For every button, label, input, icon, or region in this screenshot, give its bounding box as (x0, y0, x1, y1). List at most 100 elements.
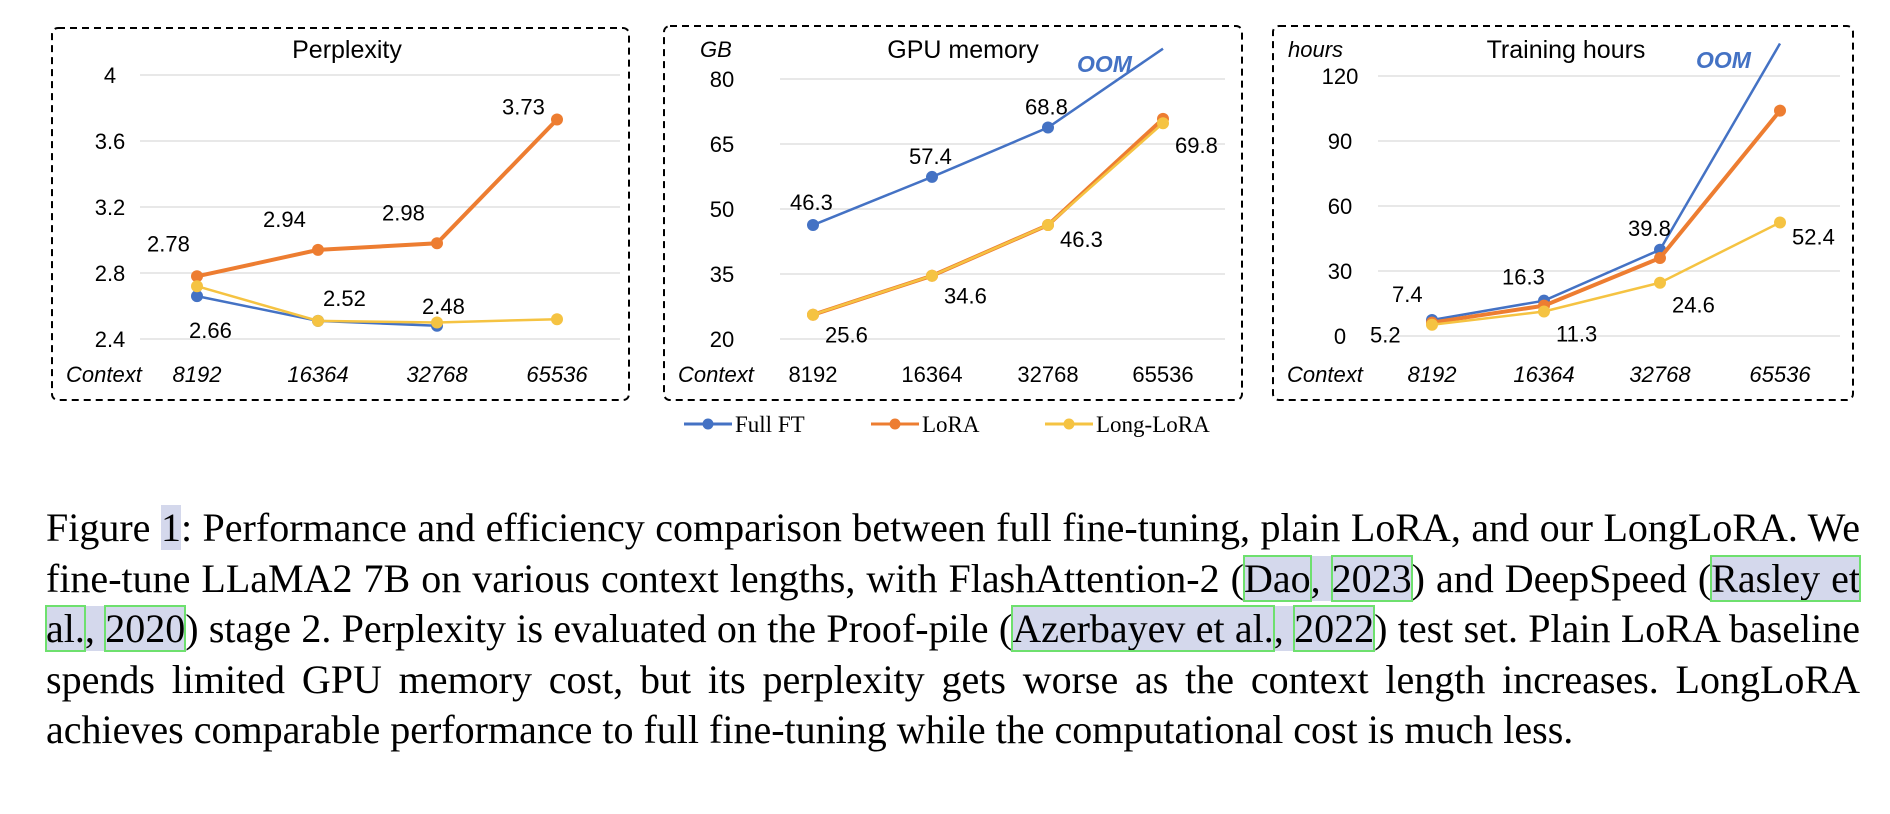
data-label: 2.52 (323, 286, 366, 311)
x-tick-label: 65536 (1749, 362, 1811, 387)
data-label: 24.6 (1672, 293, 1715, 318)
data-label: 46.3 (790, 190, 833, 215)
y-tick-label: 3.6 (95, 129, 126, 154)
data-label: 7.4 (1392, 282, 1423, 307)
oom-annotation: OOM (1077, 51, 1133, 77)
y-tick-label: 4 (104, 63, 116, 88)
data-point (1157, 117, 1169, 130)
citation-azerbayev-year[interactable]: 2022 (1293, 605, 1376, 652)
data-label: 68.8 (1025, 95, 1068, 120)
caption-label: Figure (46, 505, 161, 550)
chart-panel-1: 2.4 2.8 3.2 3.6 4 Perplexity Context 8192 16364 3… (51, 27, 630, 401)
chart-panel-3: 0 30 60 90 120 Training hours hours Context 8192… (1272, 25, 1854, 401)
data-point (1426, 318, 1438, 331)
data-point (1538, 305, 1550, 318)
data-label: 2.66 (189, 318, 232, 343)
series-line (812, 47, 1164, 227)
data-label: 3.73 (502, 95, 545, 120)
caption-text-4: ) test set. Plain LoRA baseline spends l… (46, 606, 1860, 752)
series-line (812, 122, 1164, 316)
y-unit-label: hours (1288, 37, 1343, 62)
data-label: 34.6 (944, 284, 987, 309)
x-tick-label: 8192 (789, 362, 838, 387)
legend-marker (702, 418, 714, 430)
y-tick-label: 2.4 (95, 327, 126, 352)
series-line (812, 117, 1165, 317)
x-tick-label: 16364 (1513, 362, 1574, 387)
data-label: 52.4 (1792, 224, 1835, 249)
y-unit-label: GB (700, 37, 732, 62)
x-tick-label: 65536 (526, 362, 588, 387)
chart-title: Perplexity (292, 36, 402, 64)
y-tick-label: 90 (1328, 129, 1352, 154)
y-tick-label: 50 (710, 197, 734, 222)
data-point (551, 313, 563, 326)
x-tick-label: 32768 (1017, 362, 1078, 387)
series-line (196, 118, 559, 279)
legend-item: Long-LoRA (1045, 412, 1210, 437)
chart-title: Training hours (1487, 36, 1646, 64)
data-label: 46.3 (1060, 227, 1103, 252)
data-point (551, 113, 563, 126)
data-point (431, 316, 443, 329)
legend-label: Full FT (735, 412, 805, 437)
data-label: 2.48 (422, 294, 465, 319)
y-tick-label: 30 (1328, 259, 1352, 284)
data-label: 2.78 (147, 231, 190, 256)
caption-text-3: ) stage 2. Perplexity is evaluated on th… (185, 606, 1013, 651)
x-tick-label: 16364 (287, 362, 348, 387)
data-point (431, 237, 443, 250)
data-label: 2.98 (382, 200, 425, 225)
citation-azerbayev-author[interactable]: Azerbayev et al. (1011, 605, 1275, 652)
data-label: 16.3 (1502, 265, 1545, 290)
data-label: 57.4 (909, 144, 952, 169)
y-tick-label: 0 (1334, 324, 1346, 349)
data-point (191, 270, 203, 283)
legend-label: LoRA (922, 412, 980, 437)
data-point (926, 269, 938, 282)
citation-rasley-year[interactable]: 2020 (104, 605, 187, 652)
legend-item: LoRA (871, 412, 980, 437)
panel-border (1272, 25, 1854, 401)
chart-title: GPU memory (887, 36, 1039, 64)
data-label: 69.8 (1175, 133, 1218, 158)
citation-sep: , (1273, 606, 1295, 651)
data-point (926, 170, 938, 183)
x-tick-label: 65536 (1132, 362, 1193, 387)
data-point (1042, 121, 1054, 134)
y-tick-label: 120 (1322, 64, 1359, 89)
legend-marker (1063, 418, 1075, 430)
figure-number-link[interactable]: 1 (160, 505, 181, 550)
x-tick-label: 32768 (1629, 362, 1691, 387)
data-point (1774, 104, 1786, 117)
data-point (807, 219, 819, 232)
data-point (1654, 276, 1666, 289)
series-line (1431, 42, 1782, 322)
legend-label: Long-LoRA (1096, 412, 1210, 437)
x-axis-label: Context (678, 362, 755, 387)
data-point (312, 243, 324, 256)
oom-annotation: OOM (1696, 47, 1752, 73)
y-tick-label: 3.2 (95, 195, 126, 220)
data-label: 11.3 (1556, 322, 1597, 347)
y-tick-label: 20 (710, 327, 734, 352)
series-line (196, 284, 558, 324)
data-label: 5.2 (1370, 323, 1401, 348)
caption-text-1: : Performance and efficiency comparison … (46, 505, 1860, 601)
x-tick-label: 8192 (173, 362, 222, 387)
charts-figure: 2.4 2.8 3.2 3.6 4 Perplexity Context 8192 16364 3… (51, 25, 1854, 401)
data-point (1654, 252, 1666, 264)
citation-sep: , (1310, 555, 1332, 601)
x-axis-label: Context (66, 362, 143, 387)
panel-border (663, 25, 1243, 401)
citation-dao-author[interactable]: Dao (1242, 554, 1312, 602)
data-point (807, 308, 819, 321)
chart-legend: Full FT LoRA Long-LoRA (684, 412, 1210, 437)
data-point (312, 314, 324, 327)
y-tick-label: 60 (1328, 194, 1352, 219)
panel-border (51, 27, 630, 401)
y-tick-label: 2.8 (95, 261, 126, 286)
citation-dao-year[interactable]: 2023 (1330, 554, 1413, 602)
citation-sep: , (84, 606, 106, 651)
data-point (1774, 216, 1786, 229)
